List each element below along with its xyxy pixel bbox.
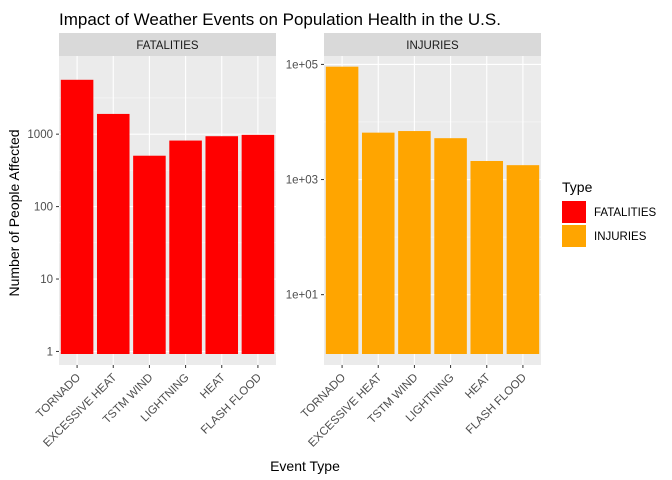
y-tick-label: 1e+01 <box>286 290 318 302</box>
bar-fatalities-heat <box>205 136 239 354</box>
panel-injuries: INJURIES1e+011e+031e+05TORNADOEXCESSIVE … <box>286 33 541 450</box>
bar-injuries-lightning <box>434 138 467 354</box>
y-tick-label: 1000 <box>27 129 53 141</box>
y-tick-label: 1e+03 <box>286 175 318 187</box>
chart-title: Impact of Weather Events on Population H… <box>59 10 501 29</box>
bar-injuries-tstm-wind <box>398 131 431 354</box>
x-axis-label: Event Type <box>270 458 340 474</box>
facet-strip <box>59 33 276 56</box>
legend-key-fatalities <box>562 201 586 223</box>
facet-strip-label: INJURIES <box>406 40 459 52</box>
y-axis-label: Number of People Affected <box>6 129 22 296</box>
facet-strip <box>324 33 541 56</box>
bar-fatalities-flash-flood <box>241 134 275 354</box>
x-tick-label: HEAT <box>463 372 493 402</box>
legend-title: Type <box>562 179 593 195</box>
y-tick-label: 100 <box>34 202 53 214</box>
legend-key-injuries <box>562 225 586 247</box>
legend-entries: FATALITIES INJURIES <box>562 201 657 247</box>
y-tick-label: 1e+05 <box>286 59 318 71</box>
bar-fatalities-excessive-heat <box>96 113 130 355</box>
legend-label-injuries: INJURIES <box>594 231 647 243</box>
bar-injuries-excessive-heat <box>361 132 395 354</box>
bar-fatalities-tstm-wind <box>133 155 166 354</box>
bar-injuries-flash-flood <box>506 165 540 354</box>
legend-label-fatalities: FATALITIES <box>594 207 657 219</box>
panel-background <box>324 56 541 365</box>
bar-injuries-heat <box>470 160 504 354</box>
legend: Type FATALITIES INJURIES <box>562 179 657 247</box>
bar-injuries-tornado <box>325 66 359 355</box>
x-tick-label: HEAT <box>198 372 228 402</box>
y-tick-label: 10 <box>40 274 53 286</box>
panel-background <box>59 56 276 365</box>
facet-strip-label: FATALITIES <box>136 40 199 52</box>
bar-fatalities-tornado <box>60 79 94 354</box>
bar-fatalities-lightning <box>169 140 202 354</box>
y-tick-label: 1 <box>47 346 53 358</box>
